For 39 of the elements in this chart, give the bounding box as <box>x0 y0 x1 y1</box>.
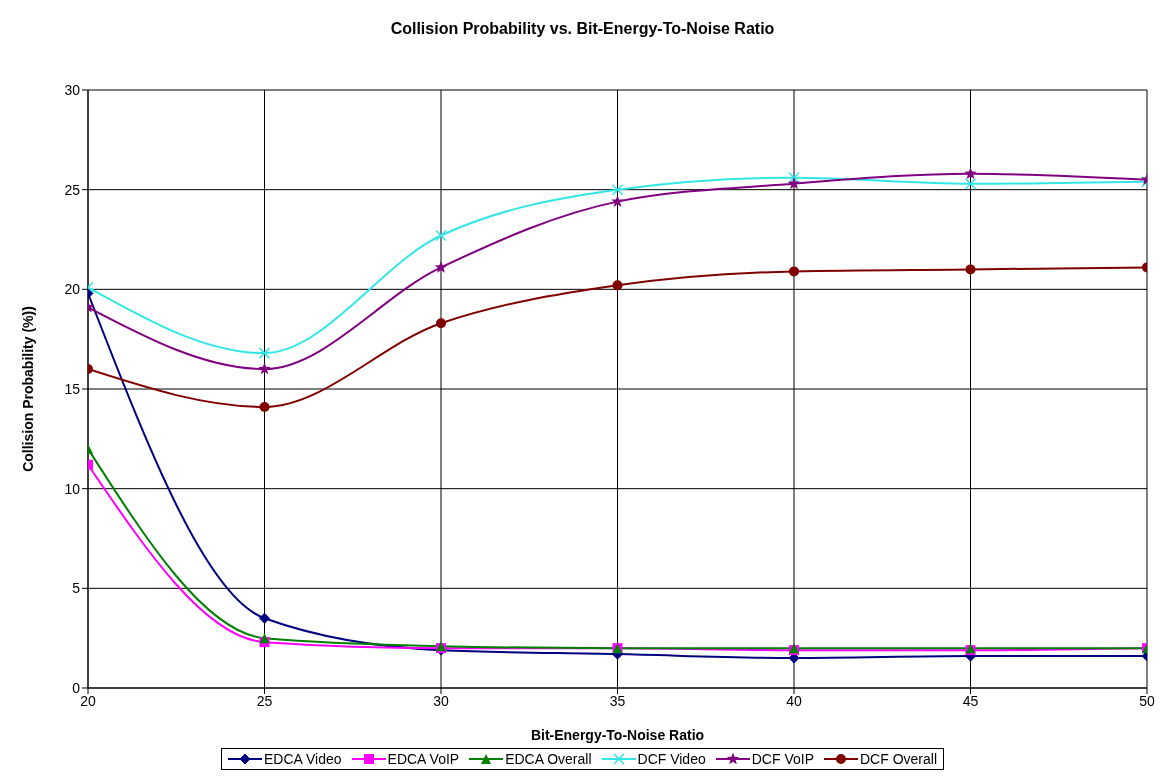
x-tick-label: 45 <box>962 692 979 709</box>
y-tick-label: 5 <box>72 580 81 597</box>
point <box>964 177 977 190</box>
y-tick-label: 25 <box>64 181 81 198</box>
point <box>435 229 447 242</box>
point <box>258 362 271 375</box>
point <box>259 633 270 644</box>
legend-label: DCF VoIP <box>751 751 814 767</box>
y-tick-label: 0 <box>72 679 81 696</box>
y-tick-label: 20 <box>64 281 81 298</box>
point <box>259 401 270 412</box>
x-tick-label: 25 <box>256 692 273 709</box>
point <box>612 280 623 291</box>
legend-label: EDCA VoIP <box>387 751 460 767</box>
y-axis-title: Collision Probability (%)) <box>19 306 36 472</box>
x-tick-label: 35 <box>609 692 626 709</box>
y-tick-label: 30 <box>64 81 81 98</box>
x-axis-title: Bit-Energy-To-Noise Ratio <box>530 727 705 743</box>
legend-label: EDCA Overall <box>505 751 592 767</box>
point <box>789 266 799 277</box>
legend-label: DCF Video <box>637 751 706 767</box>
legend-label: DCF Overall <box>859 751 937 767</box>
point <box>964 167 977 179</box>
point <box>788 171 800 184</box>
legend-label: EDCA Video <box>263 751 342 767</box>
x-tick-label: 30 <box>433 692 449 709</box>
point <box>787 177 801 189</box>
y-tick-label: 10 <box>64 480 81 497</box>
point <box>611 195 624 207</box>
point <box>965 264 976 275</box>
x-tick-label: 40 <box>786 692 802 709</box>
point <box>258 347 271 359</box>
x-tick-label: 50 <box>1139 692 1155 709</box>
point <box>434 260 448 273</box>
point <box>259 612 270 624</box>
chart-title: Collision Probability vs. Bit-Energy-To-Noise Ratio <box>389 19 776 39</box>
point <box>436 318 446 329</box>
y-tick-label: 15 <box>64 380 81 397</box>
point <box>611 183 624 196</box>
